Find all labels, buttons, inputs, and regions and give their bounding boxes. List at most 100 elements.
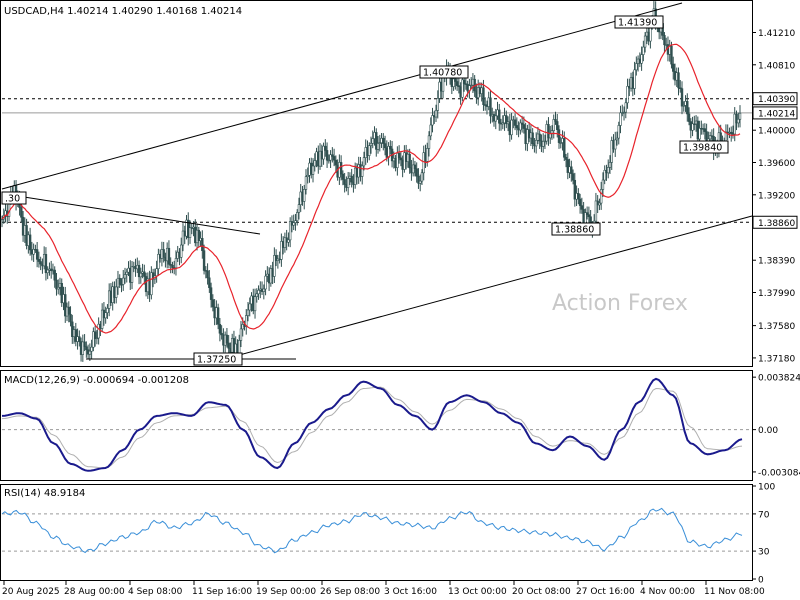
macd-y-tick-label: -0.003084 — [758, 468, 800, 478]
candle-body — [573, 179, 577, 200]
candle-body — [691, 123, 694, 131]
candle-body — [274, 255, 278, 261]
candle-body — [469, 84, 473, 87]
candle-body — [431, 115, 434, 126]
candle-body — [566, 159, 570, 173]
candle-body — [626, 86, 629, 104]
price-annotation-box — [614, 15, 664, 29]
candle-body — [670, 45, 673, 65]
candle-body — [130, 266, 134, 283]
candle-body — [501, 122, 504, 125]
candle-body — [197, 229, 200, 241]
candle-body — [78, 336, 81, 342]
price-level-badge — [752, 92, 798, 106]
candle-body — [255, 293, 258, 297]
falling-resistance-line — [23, 196, 261, 235]
candle-body — [313, 160, 316, 167]
candle-body — [610, 140, 613, 163]
candle-body — [139, 272, 143, 278]
candle-body — [375, 132, 378, 150]
candle-body — [311, 165, 315, 175]
candle-body — [369, 143, 373, 146]
candle-body — [180, 244, 183, 258]
candle-body — [531, 132, 534, 145]
candle-body — [53, 269, 56, 281]
candle-body — [420, 172, 424, 182]
candle-body — [125, 271, 128, 275]
candle-body — [455, 81, 459, 86]
x-tick-label: 20 Oct 08:00 — [512, 587, 571, 597]
candle-body — [452, 78, 455, 87]
candle-body — [737, 118, 740, 124]
macd-line — [1, 377, 743, 472]
candle-body — [389, 146, 392, 150]
price-annotation-label: 1.40780 — [423, 68, 462, 79]
price-y-tick-label: 1.38860 — [758, 219, 795, 229]
candle-body — [577, 193, 580, 200]
candle-body — [329, 154, 332, 161]
candle-body — [738, 112, 742, 120]
candle-body — [211, 299, 215, 308]
candle-body — [273, 255, 276, 277]
candle-body — [37, 259, 41, 262]
candle-body — [292, 222, 295, 226]
candle-body — [238, 340, 241, 355]
rsi-y-tick-label: 0 — [758, 576, 764, 586]
candle-body — [169, 264, 172, 266]
upper-channel-line — [1, 2, 683, 190]
candle-body — [253, 296, 257, 312]
candle-body — [498, 109, 501, 124]
candle-body — [434, 110, 438, 118]
candle-body — [171, 264, 174, 268]
price-y-tick-label: 1.37990 — [758, 289, 795, 299]
candle-body — [67, 306, 70, 315]
candle-body — [64, 294, 67, 317]
candle-body — [208, 277, 211, 289]
rsi-line — [1, 507, 743, 554]
candle-body — [522, 124, 526, 129]
price-y-tick-label: 1.37580 — [758, 322, 795, 332]
candle-body — [341, 173, 345, 180]
candle-body — [538, 133, 541, 142]
candle-body — [378, 142, 381, 144]
candle-body — [90, 346, 93, 352]
candle-body — [708, 135, 712, 140]
price-annotation-box — [419, 65, 469, 79]
price-annotation-label: 1.37250 — [197, 355, 236, 366]
candle-body — [454, 78, 457, 82]
candle-body — [264, 275, 267, 290]
candle-body — [174, 258, 178, 269]
candle-body — [150, 272, 153, 296]
candle-body — [303, 189, 306, 202]
candle-body — [601, 179, 605, 190]
candle-body — [334, 159, 338, 166]
macd-panel: MACD(12,26,9) -0.000694 -0.001208 0.0038… — [0, 370, 800, 481]
candle-body — [280, 241, 283, 260]
candle-body — [408, 153, 411, 169]
candle-body — [594, 200, 598, 222]
candle-body — [32, 249, 35, 255]
macd-plot: 0.003824 0.00 -0.003084 — [1, 374, 800, 478]
candle-body — [489, 97, 492, 117]
candle-body — [322, 145, 325, 160]
candle-body — [248, 303, 251, 311]
candle-body — [297, 204, 301, 213]
candle-body — [361, 165, 364, 177]
candle-body — [677, 72, 680, 89]
rsi-plot: 100 70 30 0 — [1, 483, 775, 586]
candle-body — [585, 212, 589, 215]
candle-body — [371, 138, 374, 144]
lower-channel-line — [231, 215, 753, 358]
candle-body — [557, 129, 561, 143]
price-annotation-box — [679, 140, 729, 154]
candle-body — [415, 168, 418, 177]
candle-body — [520, 122, 524, 125]
rsi-y-tick-label: 30 — [758, 548, 770, 558]
candle-body — [120, 284, 123, 286]
candle-body — [635, 63, 638, 71]
candle-body — [376, 143, 380, 150]
candle-body — [643, 35, 647, 48]
candle-body — [633, 69, 636, 89]
candle-body — [622, 111, 626, 114]
candle-body — [39, 261, 42, 265]
